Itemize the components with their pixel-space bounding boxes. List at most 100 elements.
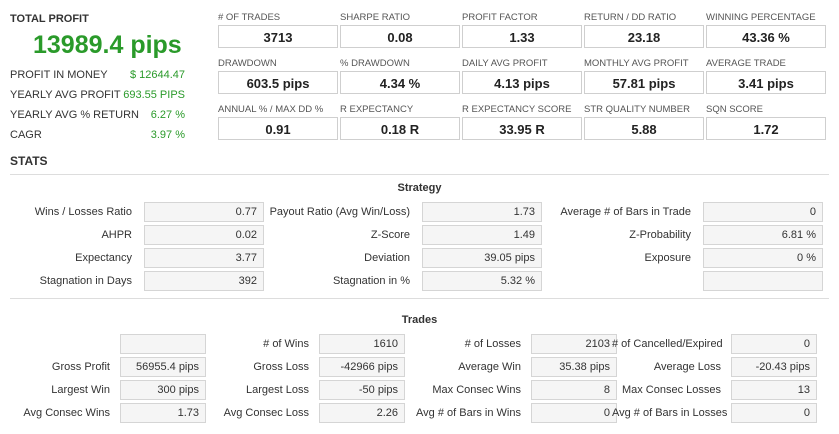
metric-label: STR QUALITY NUMBER	[584, 104, 690, 115]
metric-value: 4.34 %	[340, 71, 460, 94]
summary-label: PROFIT IN MONEY	[10, 69, 108, 81]
strategy-value	[703, 271, 823, 291]
strategy-label: Wins / Losses Ratio	[34, 206, 132, 218]
summary-value: 3.97 %	[150, 129, 185, 141]
metric-label: DRAWDOWN	[218, 58, 277, 69]
strategy-value: 0	[703, 202, 823, 222]
metric-value: 0.08	[340, 25, 460, 48]
strategy-title: Strategy	[397, 182, 442, 194]
metric-label: R EXPECTANCY	[340, 104, 414, 115]
metric-card: STR QUALITY NUMBER 5.88	[584, 104, 704, 140]
summary-value: 6.27 %	[150, 109, 185, 121]
metric-value: 5.88	[584, 117, 704, 140]
metric-value: 1.33	[462, 25, 582, 48]
metric-card: ANNUAL % / MAX DD % 0.91	[218, 104, 338, 140]
metric-label: RETURN / DD RATIO	[584, 12, 677, 23]
strategy-label: Z-Score	[370, 229, 410, 241]
trades-value: 35.38 pips	[531, 357, 617, 377]
trades-value: 0	[731, 334, 817, 354]
metric-card: % DRAWDOWN 4.34 %	[340, 58, 460, 94]
metric-label: WINNING PERCENTAGE	[706, 12, 816, 23]
trades-value: -42966 pips	[319, 357, 405, 377]
strategy-divider	[10, 298, 829, 299]
metric-card: MONTHLY AVG PROFIT 57.81 pips	[584, 58, 704, 94]
strategy-label: Payout Ratio (Avg Win/Loss)	[269, 206, 410, 218]
metric-label: SHARPE RATIO	[340, 12, 411, 23]
metric-label: R EXPECTANCY SCORE	[462, 104, 572, 115]
summary-label: YEARLY AVG % RETURN	[10, 109, 139, 121]
metric-value: 43.36 %	[706, 25, 826, 48]
trades-label: # of Losses	[464, 338, 521, 350]
metric-label: # OF TRADES	[218, 12, 281, 23]
trades-value: 56955.4 pips	[120, 357, 206, 377]
trades-value: 300 pips	[120, 380, 206, 400]
trades-title: Trades	[401, 314, 438, 326]
metric-value: 0.91	[218, 117, 338, 140]
strategy-label: Stagnation in %	[332, 275, 410, 287]
trades-label: Avg # of Bars in Losses	[612, 407, 728, 419]
trades-value	[120, 334, 206, 354]
trades-label: # of Wins	[263, 338, 309, 350]
summary-row-profit-money: PROFIT IN MONEY $ 12644.47	[10, 69, 185, 81]
strategy-value: 1.49	[422, 225, 542, 245]
metric-card: # OF TRADES 3713	[218, 12, 338, 48]
metric-card: SHARPE RATIO 0.08	[340, 12, 460, 48]
trades-value: 2.26	[319, 403, 405, 423]
metric-label: SQN SCORE	[706, 104, 764, 115]
strategy-value: 0.02	[144, 225, 264, 245]
trades-label: Max Consec Losses	[621, 384, 721, 396]
metric-card: SQN SCORE 1.72	[706, 104, 826, 140]
trades-label: Gross Profit	[51, 361, 110, 373]
trades-value: 1.73	[120, 403, 206, 423]
trades-label: Gross Loss	[253, 361, 309, 373]
trades-value: -20.43 pips	[731, 357, 817, 377]
total-profit-value: 13989.4 pips	[33, 31, 182, 59]
trades-label: Average Loss	[653, 361, 721, 373]
summary-row-yearly-avg-return: YEARLY AVG % RETURN 6.27 %	[10, 109, 185, 121]
strategy-label: Z-Probability	[629, 229, 691, 241]
summary-label: CAGR	[10, 129, 42, 141]
metric-value: 57.81 pips	[584, 71, 704, 94]
trades-label: Average Win	[458, 361, 521, 373]
strategy-value: 0 %	[703, 248, 823, 268]
metric-label: % DRAWDOWN	[340, 58, 410, 69]
metric-card: DAILY AVG PROFIT 4.13 pips	[462, 58, 582, 94]
metric-card: AVERAGE TRADE 3.41 pips	[706, 58, 826, 94]
strategy-label: Deviation	[364, 252, 410, 264]
metric-card: R EXPECTANCY SCORE 33.95 R	[462, 104, 582, 140]
strategy-label: Exposure	[644, 252, 691, 264]
trades-value: -50 pips	[319, 380, 405, 400]
trades-value: 13	[731, 380, 817, 400]
metric-value: 603.5 pips	[218, 71, 338, 94]
metric-label: MONTHLY AVG PROFIT	[584, 58, 689, 69]
summary-value: 693.55 PIPS	[123, 89, 185, 101]
strategy-value: 5.32 %	[422, 271, 542, 291]
metric-value: 1.72	[706, 117, 826, 140]
stats-divider	[10, 174, 829, 175]
metric-value: 3713	[218, 25, 338, 48]
total-profit-label: TOTAL PROFIT	[10, 13, 89, 25]
strategy-value: 0.77	[144, 202, 264, 222]
metric-label: AVERAGE TRADE	[706, 58, 786, 69]
trades-label: # of Cancelled/Expired	[612, 338, 723, 350]
metric-card: DRAWDOWN 603.5 pips	[218, 58, 338, 94]
trades-value: 1610	[319, 334, 405, 354]
summary-row-yearly-avg-profit: YEARLY AVG PROFIT 693.55 PIPS	[10, 89, 185, 101]
metric-card: RETURN / DD RATIO 23.18	[584, 12, 704, 48]
trades-value: 0	[731, 403, 817, 423]
trades-value: 2103	[531, 334, 617, 354]
trades-label: Avg Consec Wins	[23, 407, 110, 419]
strategy-label: AHPR	[101, 229, 132, 241]
trades-value: 8	[531, 380, 617, 400]
trades-label: Largest Win	[51, 384, 110, 396]
metric-card: PROFIT FACTOR 1.33	[462, 12, 582, 48]
trades-value: 0	[531, 403, 617, 423]
trades-label: Avg Consec Loss	[223, 407, 309, 419]
strategy-label: Expectancy	[75, 252, 132, 264]
strategy-label: Stagnation in Days	[39, 275, 132, 287]
stats-title: STATS	[10, 154, 48, 168]
metric-card: WINNING PERCENTAGE 43.36 %	[706, 12, 826, 48]
trades-label: Avg # of Bars in Wins	[416, 407, 521, 419]
strategy-label: Average # of Bars in Trade	[560, 206, 691, 218]
metric-value: 4.13 pips	[462, 71, 582, 94]
